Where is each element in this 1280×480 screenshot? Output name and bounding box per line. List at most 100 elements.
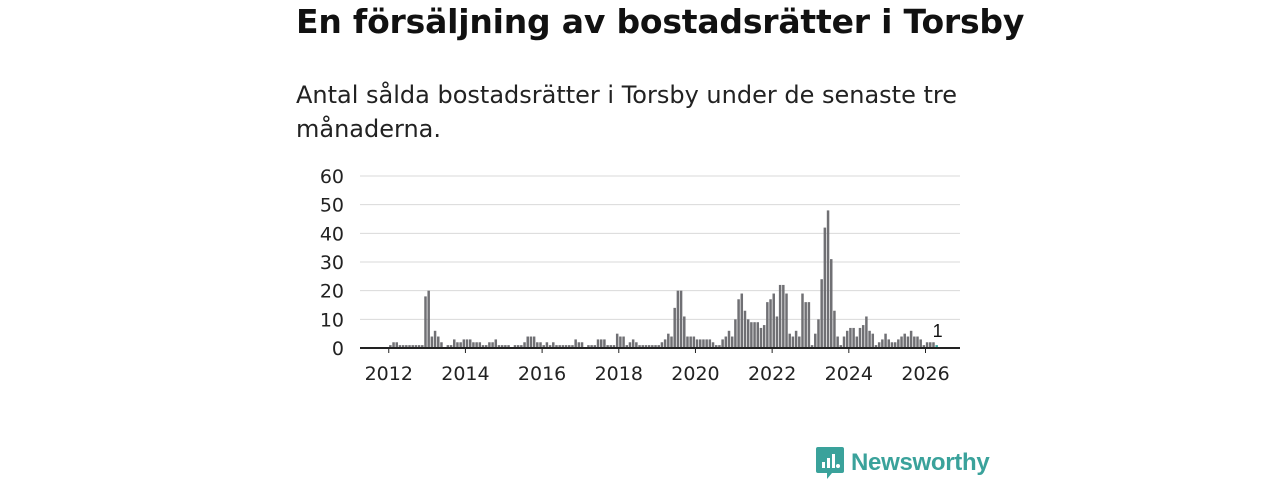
bar [494,339,498,348]
x-tick-label: 2018 [595,363,643,385]
bar [699,339,702,348]
bar [424,296,427,348]
bar [430,336,434,348]
bar [826,210,830,348]
bar [708,339,712,348]
bar [807,302,811,348]
bar [478,342,482,348]
bar [638,345,641,348]
bar [884,333,887,348]
bar [609,345,613,348]
bar [766,302,769,348]
bar [437,336,440,348]
bar [631,339,635,348]
y-tick-label: 40 [320,223,344,245]
bar [635,342,638,348]
bar [730,336,734,348]
newsworthy-logo-icon [816,447,844,479]
newsworthy-brand[interactable]: Newsworthy [815,446,990,480]
bar [743,310,747,348]
bar [686,336,689,348]
bar [750,322,753,348]
bar [516,345,520,348]
bar [718,345,721,348]
bar [660,342,664,348]
bar [481,345,485,348]
bar [491,342,494,348]
bar [462,339,466,348]
bar [647,345,651,348]
bar [571,345,574,348]
y-tick-label: 60 [320,166,344,188]
bar [695,339,699,348]
bar [468,339,472,348]
bar [919,339,922,348]
bar [449,345,453,348]
bar [861,325,865,348]
bar [545,342,549,348]
x-tick-label: 2026 [901,363,949,385]
bar [887,339,890,348]
bar [903,333,906,348]
bar [852,327,855,348]
bar [692,336,696,348]
bar [794,330,798,348]
bar [676,290,680,348]
bar [628,342,632,348]
bar [874,345,878,348]
bar [574,339,577,348]
bar [392,342,395,348]
bar [746,319,750,348]
bar [836,336,839,348]
bar [893,342,897,348]
bar [465,339,469,348]
bar [900,336,903,348]
bar [833,310,836,348]
bar [759,327,763,348]
bar [523,342,526,348]
bar [475,342,478,348]
y-tick-label: 20 [320,281,344,303]
y-axis-ticks: 0 10 20 30 40 50 60 [320,166,344,360]
bar [798,336,801,348]
bar [734,319,737,348]
bar [801,293,804,348]
bar [587,345,590,348]
bar [603,339,606,348]
bar [507,345,510,348]
bar [526,336,529,348]
bar [484,345,488,348]
y-tick-label: 10 [320,309,344,331]
bar [721,339,724,348]
bar [542,345,545,348]
bar [654,345,657,348]
bar [401,345,405,348]
bar [702,339,705,348]
bar [868,330,871,348]
bar [913,336,916,348]
bar [849,327,852,348]
bar [705,339,708,348]
bar [881,339,884,348]
bar [670,336,673,348]
bar [453,339,456,348]
bar [590,345,593,348]
bar [472,342,475,348]
bar [612,345,616,348]
bar [414,345,418,348]
bar [909,330,913,348]
bar-latest [935,345,938,348]
bar [785,293,788,348]
bar [791,336,795,348]
latest-value-label: 1 [933,321,943,341]
bar [580,342,584,348]
bar [714,345,718,348]
bar [513,345,517,348]
bar [532,336,536,348]
bar [657,345,660,348]
bar [651,345,654,348]
x-tick-label: 2012 [365,363,413,385]
bar [925,342,929,348]
bar [459,342,462,348]
